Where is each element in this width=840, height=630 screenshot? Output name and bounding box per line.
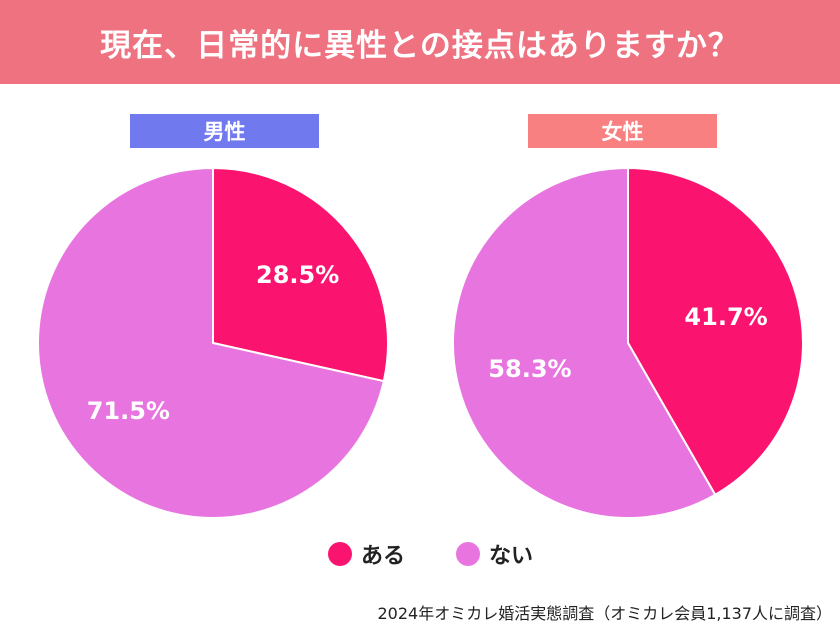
pie-label-female-aru: 41.7% (684, 303, 767, 331)
legend-swatch-aru (328, 542, 352, 566)
pie-slice-male-aru (212, 166, 389, 383)
chart-title-female: 女性 (528, 114, 717, 148)
legend: ある ない (0, 536, 840, 572)
pie-label-male-nai: 71.5% (87, 397, 170, 425)
pie-slice-female-aru (627, 166, 804, 497)
legend-item-nai: ない (456, 536, 533, 572)
header-banner: 現在、日常的に異性との接点はありますか？ (0, 0, 840, 84)
legend-swatch-nai (456, 542, 480, 566)
source-note: 2024年オミカレ婚活実態調査（オミカレ会員1,137人に調査） (377, 604, 832, 623)
pie-label-male-aru: 28.5% (256, 261, 339, 289)
page-title: 現在、日常的に異性との接点はありますか？ (100, 27, 740, 64)
pie-label-female-nai: 58.3% (488, 355, 571, 383)
legend-label-nai: ない (489, 544, 534, 569)
pie-slice-female-nai (452, 166, 717, 519)
legend-item-aru: ある (328, 536, 405, 572)
pie-slice-male-nai (37, 166, 385, 519)
legend-label-aru: ある (361, 544, 406, 569)
chart-title-male: 男性 (130, 114, 319, 148)
